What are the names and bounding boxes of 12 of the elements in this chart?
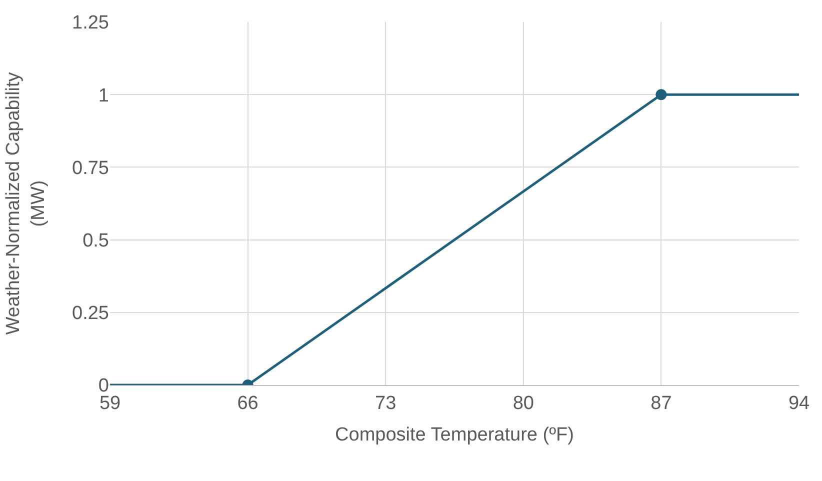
x-tick-label: 87 (650, 392, 672, 414)
y-tick-label: 0.25 (72, 303, 109, 324)
y-tick-label: 0.5 (82, 230, 109, 252)
y-tick-label: 0.75 (72, 158, 109, 179)
y-axis-title: Weather-Normalized Capability (MW) (3, 72, 49, 335)
y-tick-label: 1.25 (72, 12, 109, 34)
y-tick-label: 1 (98, 85, 109, 106)
x-tick-label: 66 (237, 392, 258, 414)
x-tick-label: 80 (512, 392, 534, 414)
x-tick-label: 73 (375, 392, 396, 414)
x-axis-title: Composite Temperature (ºF) (335, 424, 574, 446)
x-tick-label: 94 (788, 392, 810, 414)
